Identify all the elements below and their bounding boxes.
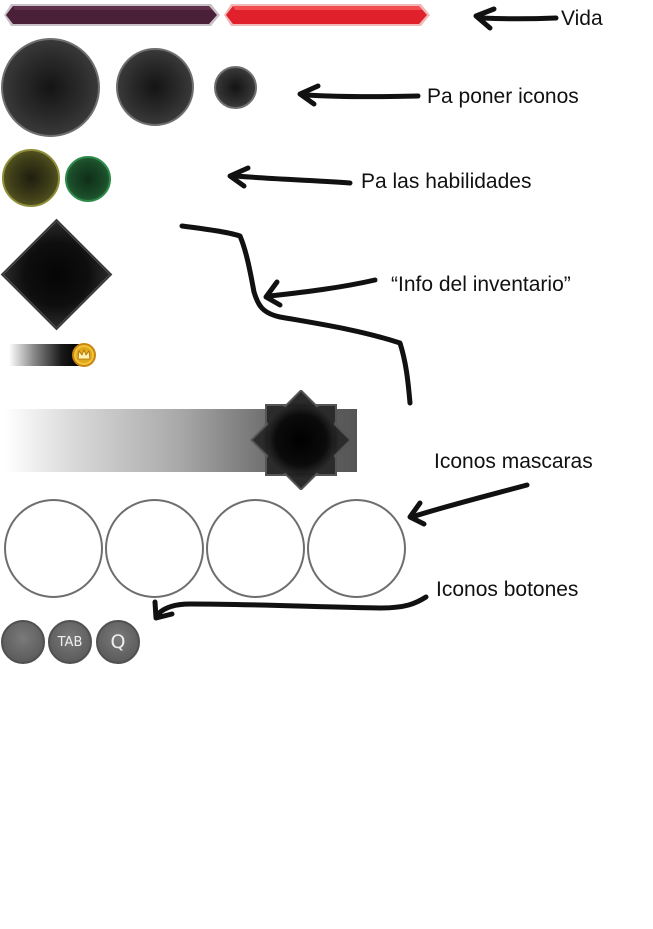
arrow-mascaras — [412, 482, 530, 519]
arrow-habilidades-head — [227, 165, 251, 189]
mask-slot-1 — [4, 499, 103, 598]
mask-slot-4 — [307, 499, 406, 598]
arrow-botones — [155, 594, 429, 617]
eight-point-star-slot — [250, 390, 352, 490]
label-vida: Vida — [561, 7, 603, 30]
arrow-vida — [479, 15, 559, 22]
arrow-inventario-line — [179, 223, 413, 406]
skill-slot-yellow — [2, 149, 60, 207]
mask-slot-3 — [206, 499, 305, 598]
arrow-inventario-head — [263, 279, 283, 308]
arrow-habilidades — [233, 173, 353, 186]
label-inventario: “Info del inventario” — [391, 273, 571, 296]
icon-slot-medium — [116, 48, 194, 126]
icon-slot-small — [214, 66, 257, 109]
arrow-botones-head — [152, 599, 175, 621]
label-habilidades: Pa las habilidades — [361, 170, 532, 193]
arrow-iconos-head — [297, 83, 321, 107]
arrow-inventario — [267, 277, 378, 299]
label-botones: Iconos botones — [436, 578, 579, 601]
skill-slot-green — [65, 156, 111, 202]
label-mascaras: Iconos mascaras — [434, 450, 593, 473]
arrow-mascaras-head — [407, 500, 427, 527]
q-key-icon[interactable]: Q — [96, 620, 140, 664]
tab-key-icon[interactable]: TAB — [48, 620, 92, 664]
icon-slot-large — [1, 38, 100, 137]
health-bar-empty — [4, 4, 220, 26]
gold-bar — [9, 344, 79, 366]
button-icon-blank[interactable] — [1, 620, 45, 664]
arrow-iconos — [303, 92, 421, 100]
label-iconos: Pa poner iconos — [427, 85, 579, 108]
mask-slot-2 — [105, 499, 204, 598]
arrow-vida-head — [473, 6, 497, 31]
crown-coin-icon — [72, 343, 96, 367]
health-bar-full — [224, 4, 430, 26]
